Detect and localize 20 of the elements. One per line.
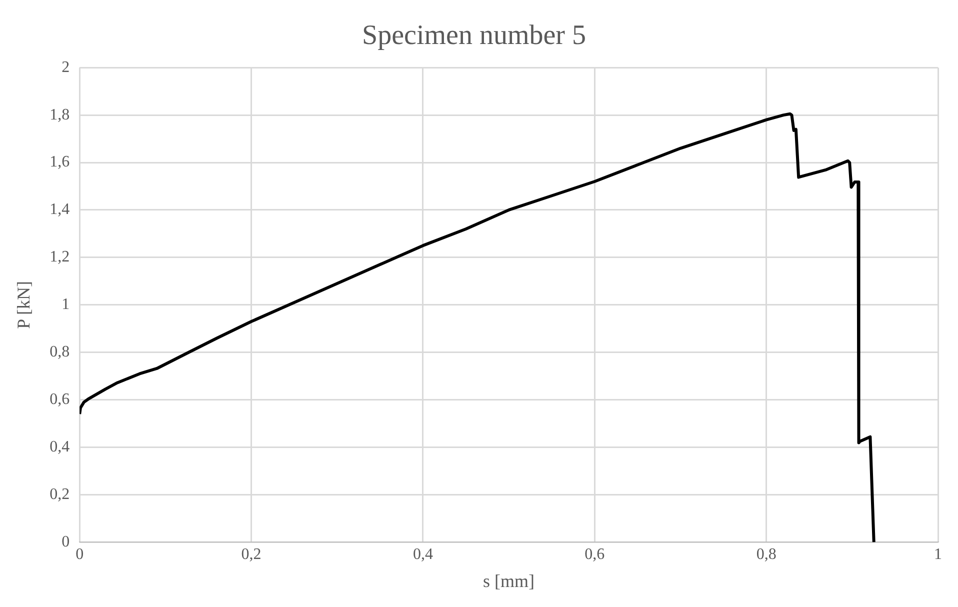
- x-tick-label: 0,8: [756, 546, 776, 564]
- x-tick-label: 0: [76, 546, 84, 564]
- x-tick-label: 0,4: [412, 546, 433, 564]
- chart-title: Specimen number 5: [362, 20, 586, 52]
- y-tick-label: 1,6: [50, 154, 70, 171]
- x-tick-label: 1: [934, 546, 942, 564]
- x-tick-label: 0,2: [241, 546, 262, 564]
- y-tick-label: 1: [62, 296, 70, 314]
- y-tick-label: 0,6: [50, 391, 70, 408]
- y-axis-title: P [kN]: [14, 280, 34, 329]
- y-tick-label: 1,2: [50, 248, 70, 266]
- y-tick-label: 0,8: [50, 344, 70, 361]
- y-tick-label: 1,4: [50, 201, 70, 218]
- y-tick-label: 0: [62, 533, 70, 550]
- x-axis-title: s [mm]: [483, 570, 535, 591]
- x-tick-label: 0,6: [584, 546, 605, 564]
- y-tick-label: 0,4: [50, 438, 70, 456]
- y-tick-label: 1,8: [50, 106, 70, 124]
- y-tick-label: 2: [62, 58, 70, 76]
- y-tick-label: 0,2: [50, 486, 70, 503]
